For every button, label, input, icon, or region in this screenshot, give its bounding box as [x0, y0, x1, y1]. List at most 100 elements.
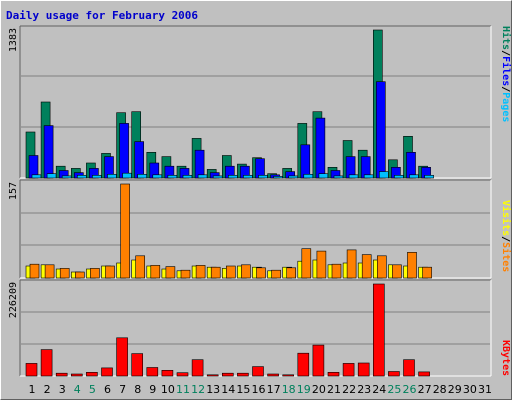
day-label-3: 3 [59, 383, 66, 396]
day-label-12: 12 [191, 383, 205, 396]
bar-sites-day-13 [210, 266, 221, 279]
day-label-7: 7 [119, 383, 126, 396]
bar-sites-day-9 [150, 265, 161, 279]
bar-sites-day-6 [105, 265, 115, 279]
bar-pages-day-5 [92, 175, 102, 179]
legend-visits-sites: Visits/Sites [500, 200, 512, 272]
bar-pages-day-6 [107, 174, 117, 179]
legend-item: / [500, 236, 511, 242]
bar-sites-day-16 [256, 267, 266, 279]
day-label-17: 17 [267, 383, 281, 396]
bar-kbytes-day-2 [40, 349, 53, 377]
bar-pages-day-20 [318, 173, 329, 179]
bar-kbytes-day-7 [116, 337, 128, 377]
bar-kbytes-day-3 [55, 372, 68, 377]
bar-kbytes-day-17 [267, 373, 279, 377]
day-label-18: 18 [282, 383, 296, 396]
legend-hits-files-pages: Hits/Files/Pages [500, 26, 512, 122]
bar-kbytes-day-4 [71, 373, 83, 377]
bar-pages-day-19 [303, 174, 314, 179]
bar-files-day-20 [315, 117, 326, 179]
bar-pages-day-27 [424, 175, 434, 179]
bar-sites-day-24 [376, 255, 387, 279]
day-label-6: 6 [104, 383, 111, 396]
day-label-8: 8 [134, 383, 141, 396]
bar-pages-day-4 [77, 175, 87, 179]
legend-item: KBytes [500, 340, 511, 376]
bar-sites-day-11 [180, 269, 191, 279]
bar-sites-day-15 [241, 264, 251, 279]
bar-sites-day-1 [29, 263, 40, 279]
bar-files-day-24 [375, 81, 386, 179]
day-label-4: 4 [74, 383, 81, 396]
bar-pages-day-2 [46, 173, 57, 179]
bar-sites-day-10 [165, 266, 176, 279]
legend-item: Visits [500, 200, 512, 236]
bar-kbytes-day-18 [282, 374, 295, 377]
day-label-20: 20 [312, 383, 326, 396]
bar-files-day-8 [134, 141, 144, 179]
bar-kbytes-day-25 [388, 371, 400, 377]
day-label-19: 19 [297, 383, 311, 396]
bar-sites-day-12 [195, 265, 206, 279]
day-label-9: 9 [149, 383, 156, 396]
bar-pages-day-18 [288, 175, 299, 179]
bar-kbytes-day-19 [297, 352, 310, 377]
day-label-1: 1 [29, 383, 36, 396]
bar-sites-day-4 [75, 271, 85, 279]
bar-kbytes-day-20 [312, 344, 325, 377]
legend-item: / [500, 50, 511, 56]
plot-area-kbytes [20, 280, 491, 376]
bar-kbytes-day-22 [342, 363, 355, 377]
legend-item: Files [500, 56, 512, 86]
bar-pages-day-12 [197, 174, 208, 179]
bar-sites-day-18 [286, 267, 297, 279]
bar-pages-day-26 [409, 174, 419, 179]
bar-kbytes-day-16 [252, 366, 264, 377]
bar-sites-day-20 [316, 250, 327, 279]
day-label-28: 28 [433, 383, 447, 396]
day-label-11: 11 [176, 383, 190, 396]
bar-sites-day-26 [407, 252, 417, 279]
bar-kbytes-day-21 [327, 371, 340, 377]
bar-files-day-2 [43, 125, 54, 179]
bar-sites-day-21 [331, 263, 342, 279]
day-label-30: 30 [463, 383, 477, 396]
bar-kbytes-day-6 [101, 367, 113, 377]
bar-pages-day-16 [258, 175, 268, 179]
bar-sites-day-14 [226, 265, 236, 279]
day-label-24: 24 [372, 383, 386, 396]
bar-sites-day-27 [422, 266, 432, 279]
bar-files-day-19 [300, 144, 311, 179]
day-label-22: 22 [342, 383, 356, 396]
bar-sites-day-25 [392, 264, 402, 279]
bar-pages-day-22 [348, 174, 359, 179]
bar-pages-day-13 [212, 175, 223, 179]
legend-item: Hits [500, 26, 512, 50]
bar-kbytes-day-14 [222, 372, 234, 377]
bar-files-day-12 [194, 149, 205, 179]
bar-sites-day-5 [90, 268, 100, 279]
bar-kbytes-day-23 [357, 362, 370, 377]
day-label-21: 21 [327, 383, 341, 396]
bar-sites-day-3 [59, 268, 70, 279]
legend-item: Sites [500, 242, 512, 272]
bar-sites-day-2 [44, 264, 55, 279]
legend-kbytes: KBytes [500, 340, 511, 376]
day-label-16: 16 [252, 383, 266, 396]
day-label-13: 13 [206, 383, 220, 396]
bar-pages-day-17 [273, 176, 283, 179]
bar-pages-day-15 [243, 175, 253, 179]
day-label-26: 26 [403, 383, 417, 396]
day-label-25: 25 [387, 383, 401, 396]
bar-kbytes-day-15 [237, 372, 249, 377]
bar-sites-day-17 [271, 269, 281, 279]
plot-area-hits-files-pages [20, 26, 491, 178]
bar-kbytes-day-10 [161, 369, 174, 377]
bar-pages-day-9 [152, 174, 163, 179]
bar-sites-day-8 [135, 255, 145, 279]
bar-files-day-26 [406, 152, 416, 179]
bar-sites-day-7 [120, 183, 130, 279]
bar-pages-day-11 [182, 175, 193, 179]
